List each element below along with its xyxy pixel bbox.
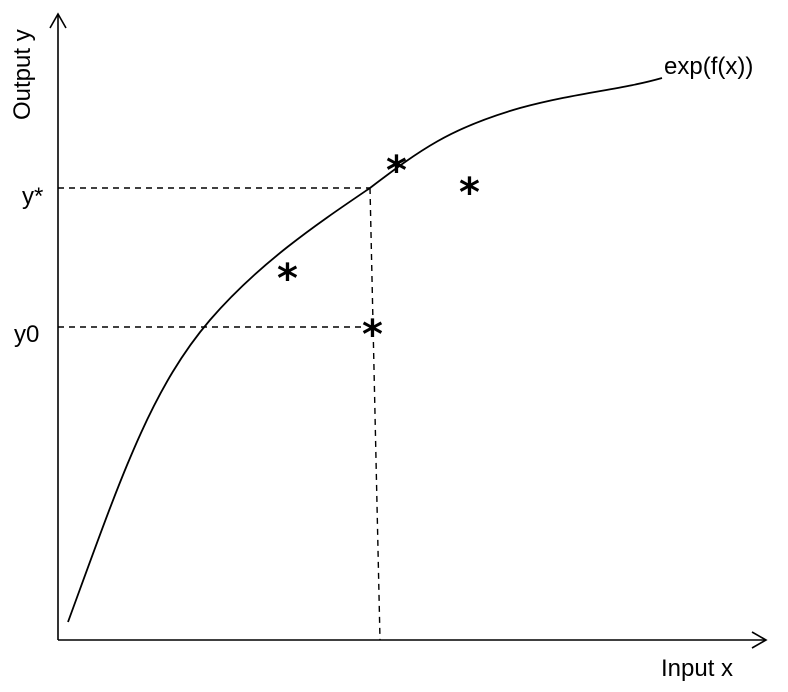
curve-exp-f-x xyxy=(67,77,663,623)
point-star-3: * xyxy=(277,256,298,302)
point-star-1: * xyxy=(386,148,407,194)
x-axis-arrowhead xyxy=(751,631,768,649)
vertical-guide xyxy=(369,187,381,641)
axes xyxy=(49,12,768,649)
y-axis-arrowhead xyxy=(49,12,67,29)
point-star-2: * xyxy=(459,170,480,216)
y-star-label: y* xyxy=(22,183,43,210)
point-star-4: * xyxy=(362,312,383,358)
y-zero-label: y0 xyxy=(14,321,39,348)
y-axis-title: Output y xyxy=(9,29,36,120)
guide-lines xyxy=(58,187,381,641)
curve-label: exp(f(x)) xyxy=(664,53,753,80)
x-axis-title: Input x xyxy=(661,655,733,682)
